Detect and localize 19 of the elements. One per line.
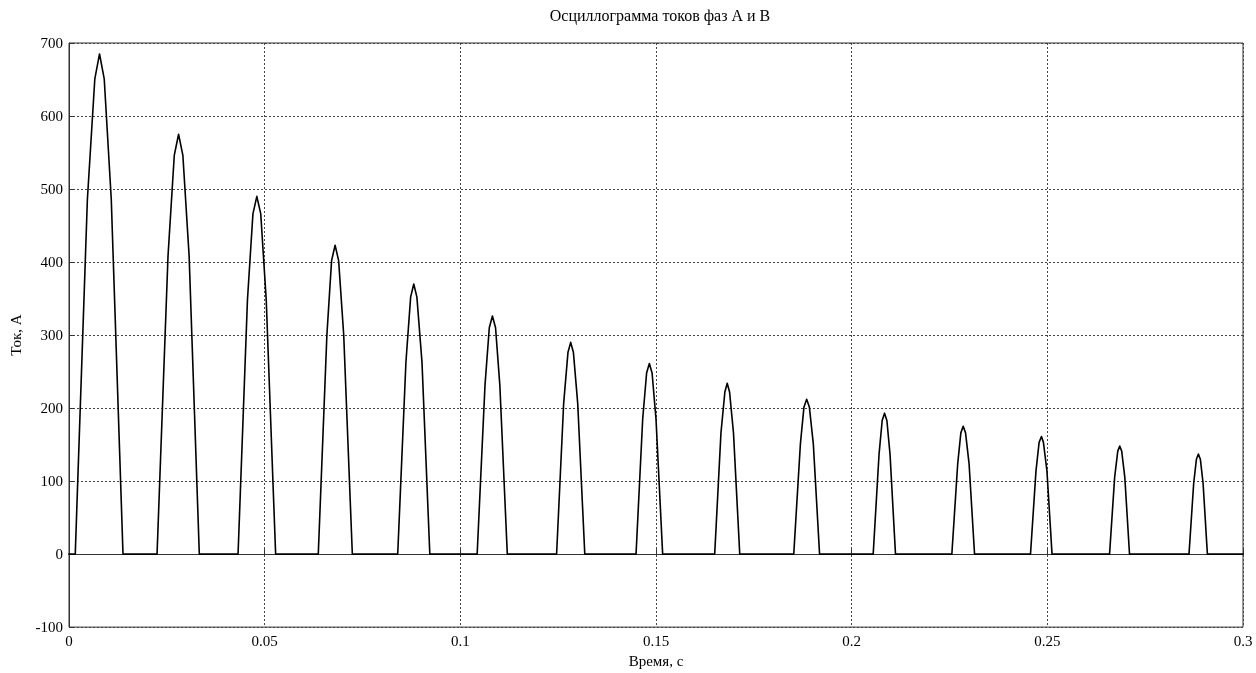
x-tick-label: 0.1 bbox=[450, 632, 470, 649]
y-tick-label: 500 bbox=[40, 181, 63, 198]
y-tick-label: 700 bbox=[40, 35, 63, 51]
y-tick-label: -100 bbox=[35, 619, 63, 636]
x-tick-label: 0.05 bbox=[251, 632, 278, 649]
y-tick-label: 400 bbox=[40, 254, 63, 271]
x-axis-title: Время, с bbox=[628, 652, 684, 669]
line-series bbox=[68, 53, 1244, 555]
x-tick-label: 0.25 bbox=[1034, 632, 1061, 649]
y-axis-title: Ток, А bbox=[7, 314, 24, 356]
chart-title: Осциллограмма токов фаз А и В bbox=[549, 6, 771, 25]
x-tick-label: 0.15 bbox=[642, 632, 670, 649]
y-tick-label: 300 bbox=[40, 327, 63, 344]
x-tick-label: 0.3 bbox=[1233, 632, 1253, 649]
y-tick-label: 0 bbox=[55, 546, 63, 563]
x-tick-label: 0.2 bbox=[842, 632, 862, 649]
y-tick-label: 600 bbox=[40, 108, 63, 125]
y-tick-label: 200 bbox=[40, 400, 63, 417]
y-tick-label: 100 bbox=[40, 473, 63, 490]
